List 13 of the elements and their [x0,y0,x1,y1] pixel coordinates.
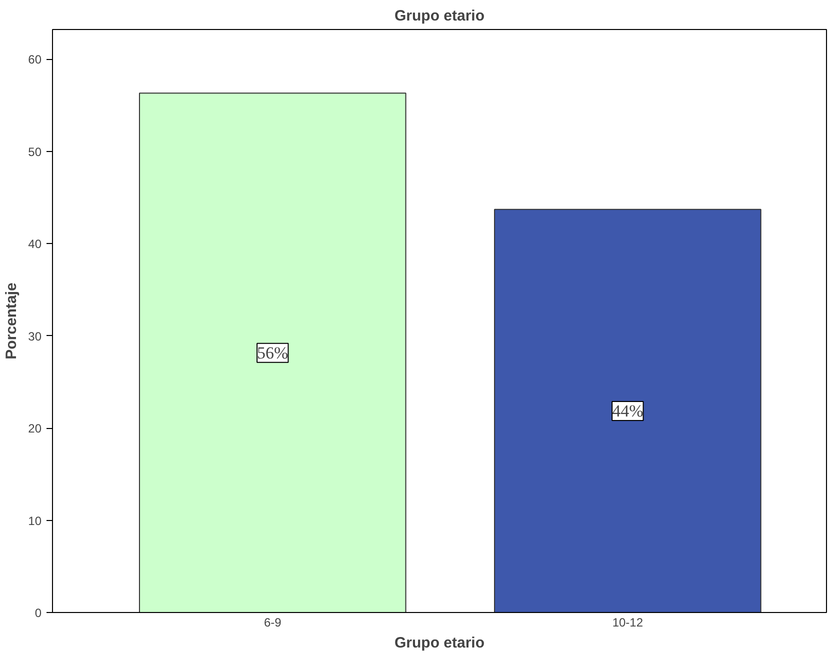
x-tick-label: 10-12 [612,616,644,630]
y-tick-label: 10 [28,514,42,528]
y-tick-label: 0 [34,606,42,620]
y-tick-label: 20 [28,422,42,436]
y-tick-label: 30 [28,329,42,344]
x-axis-title: Grupo etario [394,634,485,652]
y-tick-label: 60 [28,52,42,67]
y-tick-label: 50 [28,144,42,159]
x-tick-label: 6-9 [264,616,282,630]
y-tick-label: 40 [28,237,42,252]
y-axis-title: Porcentaje [3,282,20,360]
data-label: 56% [257,343,288,362]
chart-title: Grupo etario [394,8,485,24]
